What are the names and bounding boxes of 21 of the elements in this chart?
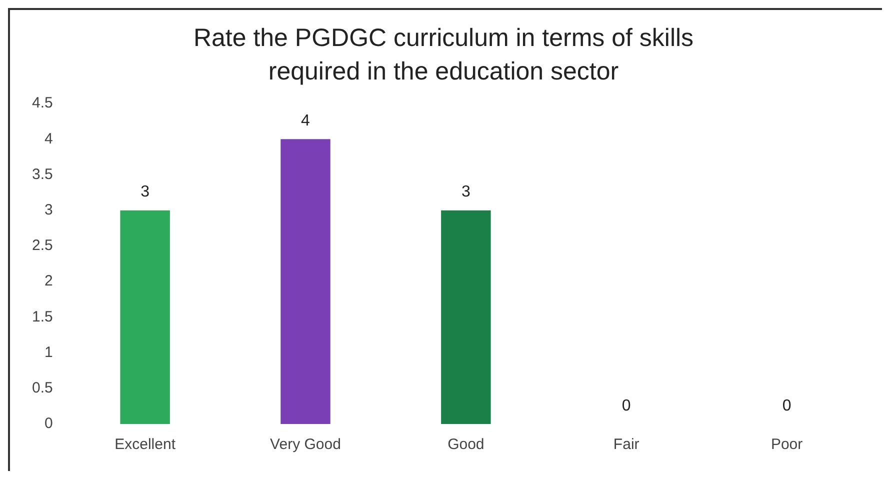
- x-tick-label: Very Good: [270, 436, 341, 454]
- data-label: 0: [622, 397, 631, 414]
- data-label: 3: [140, 184, 150, 201]
- y-tick-label: 1.5: [32, 308, 53, 326]
- y-tick-label: 3: [44, 201, 53, 218]
- y-tick-label: 4.5: [32, 94, 53, 112]
- y-tick-label: 1: [44, 344, 53, 361]
- x-tick-label: Poor: [770, 436, 803, 454]
- y-tick-label: 2: [44, 272, 53, 290]
- y-tick-label: 4: [44, 130, 53, 148]
- data-label: 0: [782, 397, 792, 414]
- x-tick-label: Fair: [613, 436, 640, 454]
- data-label: 4: [301, 112, 310, 130]
- y-tick-label: 2.5: [32, 237, 53, 254]
- y-tick-label: 0: [44, 415, 53, 432]
- x-tick-label: Good: [448, 436, 484, 454]
- y-tick-label: 0.5: [32, 380, 53, 397]
- y-tick-label: 3.5: [32, 166, 53, 183]
- x-tick-label: Excellent: [114, 436, 176, 454]
- data-label: 3: [461, 184, 470, 201]
- chart-title: Rate the PGDGC curriculum in terms of skills required in the education sector: [193, 24, 694, 86]
